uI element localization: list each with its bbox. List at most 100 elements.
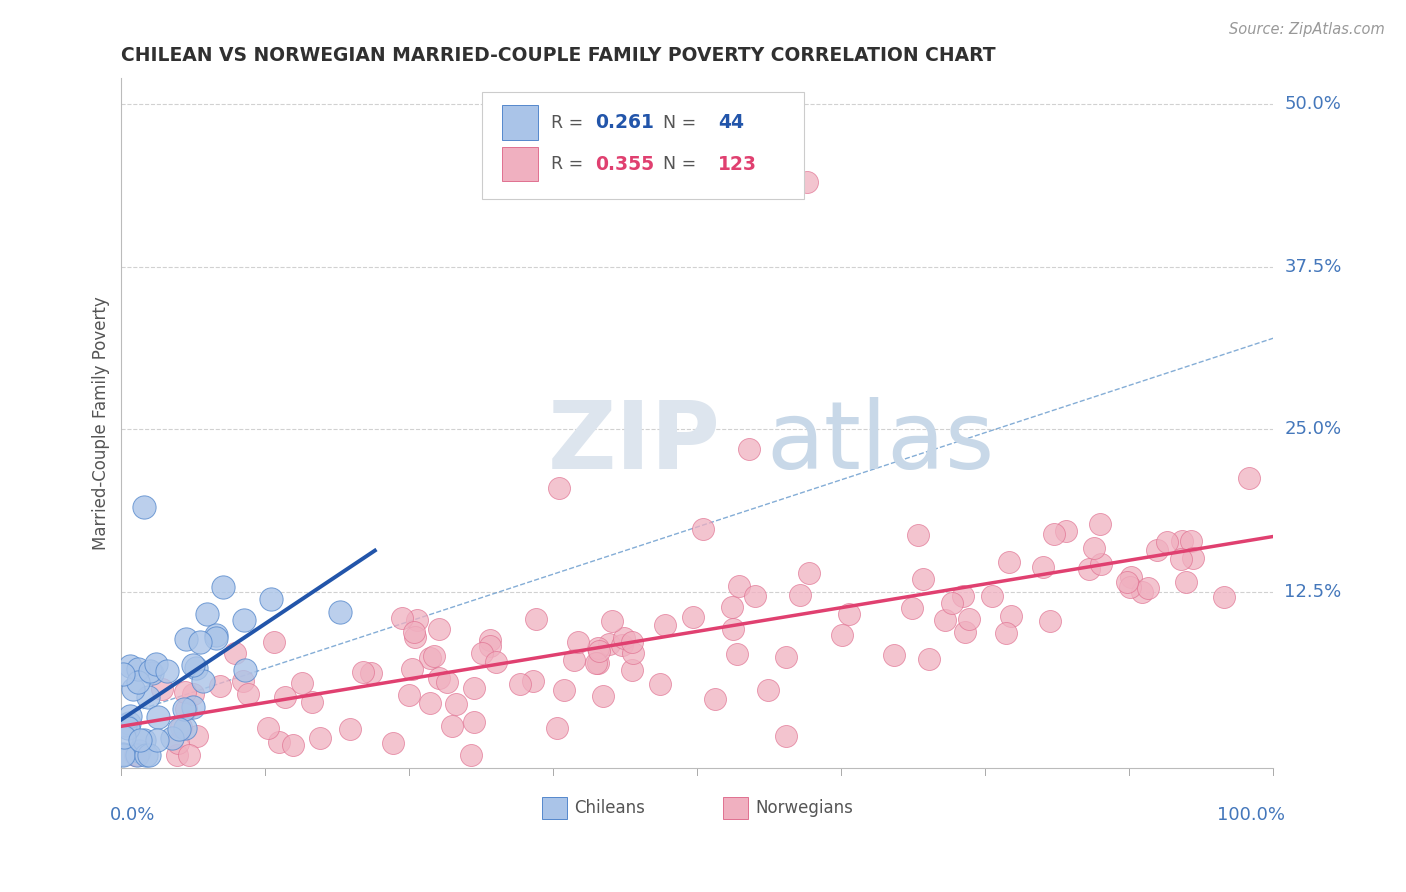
Point <box>775 729 797 743</box>
Point <box>1083 541 1105 555</box>
Text: 37.5%: 37.5% <box>1285 258 1341 276</box>
Point <box>485 656 508 670</box>
Point <box>188 634 211 648</box>
Text: N =: N = <box>652 155 702 173</box>
FancyBboxPatch shape <box>502 147 538 181</box>
Point <box>789 588 811 602</box>
Point <box>586 641 609 656</box>
Point <box>548 481 571 495</box>
Point <box>911 572 934 586</box>
Point <box>1213 590 1236 604</box>
Point <box>838 607 860 622</box>
Point <box>211 580 233 594</box>
Point <box>478 632 501 647</box>
Point <box>1116 574 1139 589</box>
Point <box>1032 559 1054 574</box>
Text: Source: ZipAtlas.com: Source: ZipAtlas.com <box>1229 22 1385 37</box>
Point <box>117 722 139 736</box>
Point <box>444 698 467 712</box>
Point <box>224 646 246 660</box>
Point <box>567 635 589 649</box>
Point <box>381 735 404 749</box>
Point <box>1170 551 1192 566</box>
Point <box>139 665 162 679</box>
Point <box>621 634 644 648</box>
Point <box>308 731 330 745</box>
Point <box>419 651 441 665</box>
Point <box>173 702 195 716</box>
Point <box>1000 609 1022 624</box>
Text: Norwegians: Norwegians <box>755 799 853 817</box>
Point <box>738 442 761 456</box>
Point <box>998 555 1021 569</box>
Point <box>756 683 779 698</box>
Point <box>121 682 143 697</box>
Point <box>135 747 157 762</box>
Point <box>1136 581 1159 595</box>
Point <box>173 721 195 735</box>
Point <box>260 591 283 606</box>
Point <box>727 578 749 592</box>
Point <box>598 637 620 651</box>
Point <box>167 722 190 736</box>
Point <box>610 638 633 652</box>
Point <box>127 747 149 762</box>
Point <box>174 632 197 646</box>
Point <box>585 656 607 670</box>
Point <box>423 649 446 664</box>
Point <box>934 613 956 627</box>
Point <box>256 721 278 735</box>
Point <box>1054 524 1077 539</box>
Point <box>721 599 744 614</box>
Point <box>274 690 297 704</box>
Point <box>723 622 745 636</box>
Point <box>281 738 304 752</box>
Point <box>128 744 150 758</box>
Point <box>471 646 494 660</box>
Point <box>1088 517 1111 532</box>
Point <box>460 747 482 762</box>
Point <box>553 682 575 697</box>
Point <box>166 736 188 750</box>
Point <box>654 618 676 632</box>
Point <box>918 651 941 665</box>
Point <box>391 611 413 625</box>
Point <box>193 673 215 688</box>
Point <box>301 695 323 709</box>
Point <box>291 676 314 690</box>
Point <box>1181 551 1204 566</box>
Point <box>427 622 450 636</box>
Point <box>419 696 441 710</box>
Point <box>120 658 142 673</box>
Point <box>463 681 485 696</box>
Text: 44: 44 <box>718 113 744 132</box>
Point <box>952 589 974 603</box>
Text: CHILEAN VS NORWEGIAN MARRIED-COUPLE FAMILY POVERTY CORRELATION CHART: CHILEAN VS NORWEGIAN MARRIED-COUPLE FAMI… <box>121 46 995 65</box>
Point <box>1171 533 1194 548</box>
Point <box>1130 585 1153 599</box>
Point <box>980 589 1002 603</box>
Point <box>522 674 544 689</box>
Point <box>546 721 568 735</box>
Text: 0.261: 0.261 <box>595 113 654 132</box>
Point <box>205 631 228 645</box>
Point <box>562 653 585 667</box>
Point <box>174 701 197 715</box>
Point <box>120 709 142 723</box>
Point <box>183 687 205 701</box>
Point <box>1090 557 1112 571</box>
Point <box>134 733 156 747</box>
Point <box>692 522 714 536</box>
Point <box>957 612 980 626</box>
Point <box>174 685 197 699</box>
Point <box>402 624 425 639</box>
Point <box>524 612 547 626</box>
Point <box>398 688 420 702</box>
Point <box>509 676 531 690</box>
Point <box>156 664 179 678</box>
Point <box>352 665 374 679</box>
Point <box>127 662 149 676</box>
Point <box>883 648 905 662</box>
FancyBboxPatch shape <box>723 797 748 820</box>
Text: 0.0%: 0.0% <box>110 805 155 823</box>
